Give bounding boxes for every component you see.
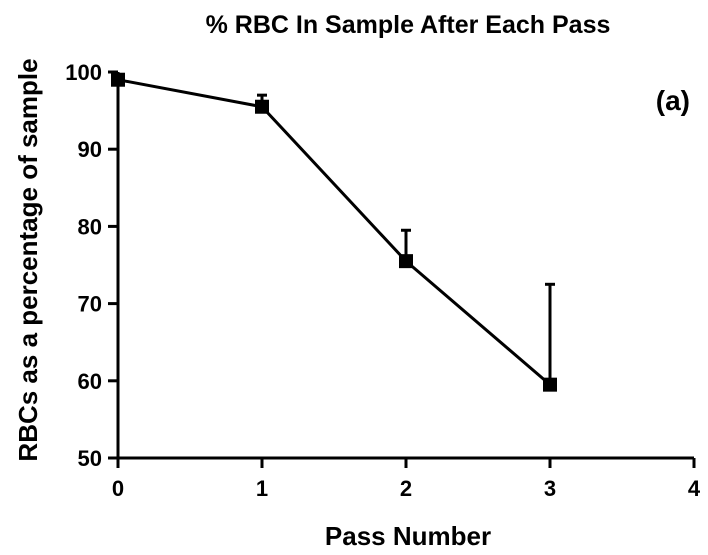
x-tick-label: 4 <box>688 476 701 501</box>
x-tick-label: 1 <box>256 476 268 501</box>
y-tick-label: 90 <box>78 137 102 162</box>
data-point <box>399 254 413 269</box>
axes: 50 60 70 80 90 100 0 1 2 3 4 <box>65 60 701 501</box>
y-tick-label: 80 <box>78 214 102 239</box>
y-tick-label: 50 <box>78 446 102 471</box>
panel-annotation: (a) <box>656 85 690 116</box>
chart-title: % RBC In Sample After Each Pass <box>206 11 611 39</box>
x-tick-label: 2 <box>400 476 412 501</box>
x-tick-label: 0 <box>112 476 124 501</box>
data-point <box>255 99 269 114</box>
x-axis-label: Pass Number <box>325 521 491 551</box>
y-axis-label: RBCs as a percentage of sample <box>13 58 43 461</box>
data-point <box>111 72 125 87</box>
plot-area <box>111 72 557 392</box>
y-tick-label: 60 <box>78 369 102 394</box>
data-point <box>543 377 557 392</box>
series-line <box>117 78 551 386</box>
x-tick-label: 3 <box>544 476 556 501</box>
y-tick-label: 100 <box>65 60 102 85</box>
y-tick-label: 70 <box>78 292 102 317</box>
